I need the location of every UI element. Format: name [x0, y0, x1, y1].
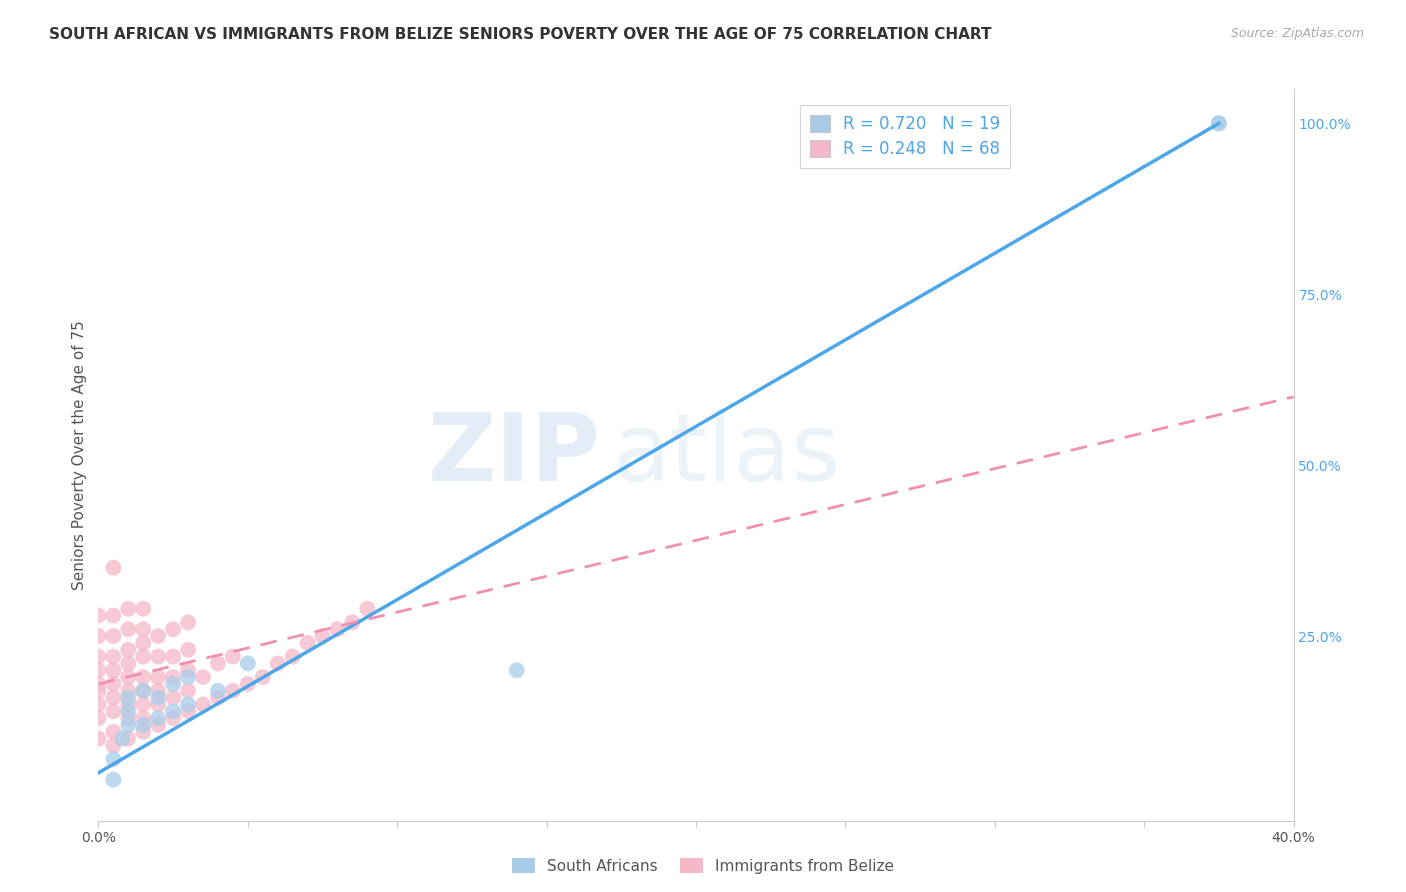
Point [297, 636, 319, 650]
Point [177, 704, 200, 718]
Point [222, 649, 245, 664]
Point [148, 711, 170, 725]
Point [252, 670, 274, 684]
Point [132, 601, 155, 615]
Point [207, 690, 229, 705]
Point [356, 601, 378, 615]
Text: SOUTH AFRICAN VS IMMIGRANTS FROM BELIZE SENIORS POVERTY OVER THE AGE OF 75 CORRE: SOUTH AFRICAN VS IMMIGRANTS FROM BELIZE … [49, 27, 991, 42]
Point [103, 739, 125, 753]
Legend: R = 0.720   N = 19, R = 0.248   N = 68: R = 0.720 N = 19, R = 0.248 N = 68 [800, 105, 1011, 168]
Point [326, 622, 349, 636]
Point [148, 718, 170, 732]
Point [132, 683, 155, 698]
Point [132, 724, 155, 739]
Point [162, 670, 184, 684]
Point [117, 657, 139, 671]
Legend: South Africans, Immigrants from Belize: South Africans, Immigrants from Belize [506, 852, 900, 880]
Point [148, 629, 170, 643]
Point [103, 629, 125, 643]
Point [236, 657, 259, 671]
Point [177, 683, 200, 698]
Point [148, 670, 170, 684]
Point [117, 704, 139, 718]
Point [111, 731, 134, 746]
Text: Source: ZipAtlas.com: Source: ZipAtlas.com [1230, 27, 1364, 40]
Point [177, 698, 200, 712]
Point [132, 622, 155, 636]
Point [506, 663, 529, 677]
Point [148, 698, 170, 712]
Point [87, 663, 110, 677]
Point [103, 649, 125, 664]
Point [162, 622, 184, 636]
Point [117, 683, 139, 698]
Point [132, 698, 155, 712]
Point [162, 649, 184, 664]
Point [117, 670, 139, 684]
Point [103, 677, 125, 691]
Point [132, 636, 155, 650]
Point [117, 698, 139, 712]
Point [103, 663, 125, 677]
Point [162, 704, 184, 718]
Point [117, 690, 139, 705]
Point [177, 615, 200, 630]
Point [132, 718, 155, 732]
Point [103, 772, 125, 787]
Point [207, 657, 229, 671]
Point [103, 704, 125, 718]
Point [117, 731, 139, 746]
Point [207, 683, 229, 698]
Point [222, 683, 245, 698]
Point [87, 677, 110, 691]
Point [191, 698, 214, 712]
Point [117, 711, 139, 725]
Point [311, 629, 333, 643]
Point [162, 677, 184, 691]
Point [148, 690, 170, 705]
Text: atlas: atlas [613, 409, 841, 501]
Y-axis label: Seniors Poverty Over the Age of 75: Seniors Poverty Over the Age of 75 [72, 320, 87, 590]
Point [103, 752, 125, 766]
Point [117, 642, 139, 657]
Point [191, 670, 214, 684]
Point [117, 718, 139, 732]
Point [87, 698, 110, 712]
Point [132, 649, 155, 664]
Point [87, 608, 110, 623]
Point [162, 711, 184, 725]
Point [132, 670, 155, 684]
Point [117, 622, 139, 636]
Point [342, 615, 364, 630]
Point [87, 629, 110, 643]
Point [267, 657, 290, 671]
Point [177, 670, 200, 684]
Point [132, 711, 155, 725]
Point [177, 642, 200, 657]
Point [117, 601, 139, 615]
Point [87, 649, 110, 664]
Point [1208, 116, 1230, 130]
Point [148, 649, 170, 664]
Point [177, 663, 200, 677]
Point [103, 608, 125, 623]
Point [1208, 116, 1230, 130]
Point [148, 683, 170, 698]
Point [103, 690, 125, 705]
Point [236, 677, 259, 691]
Point [87, 711, 110, 725]
Point [132, 683, 155, 698]
Point [87, 683, 110, 698]
Text: ZIP: ZIP [427, 409, 600, 501]
Point [103, 724, 125, 739]
Point [103, 560, 125, 574]
Point [87, 731, 110, 746]
Point [281, 649, 304, 664]
Point [162, 690, 184, 705]
